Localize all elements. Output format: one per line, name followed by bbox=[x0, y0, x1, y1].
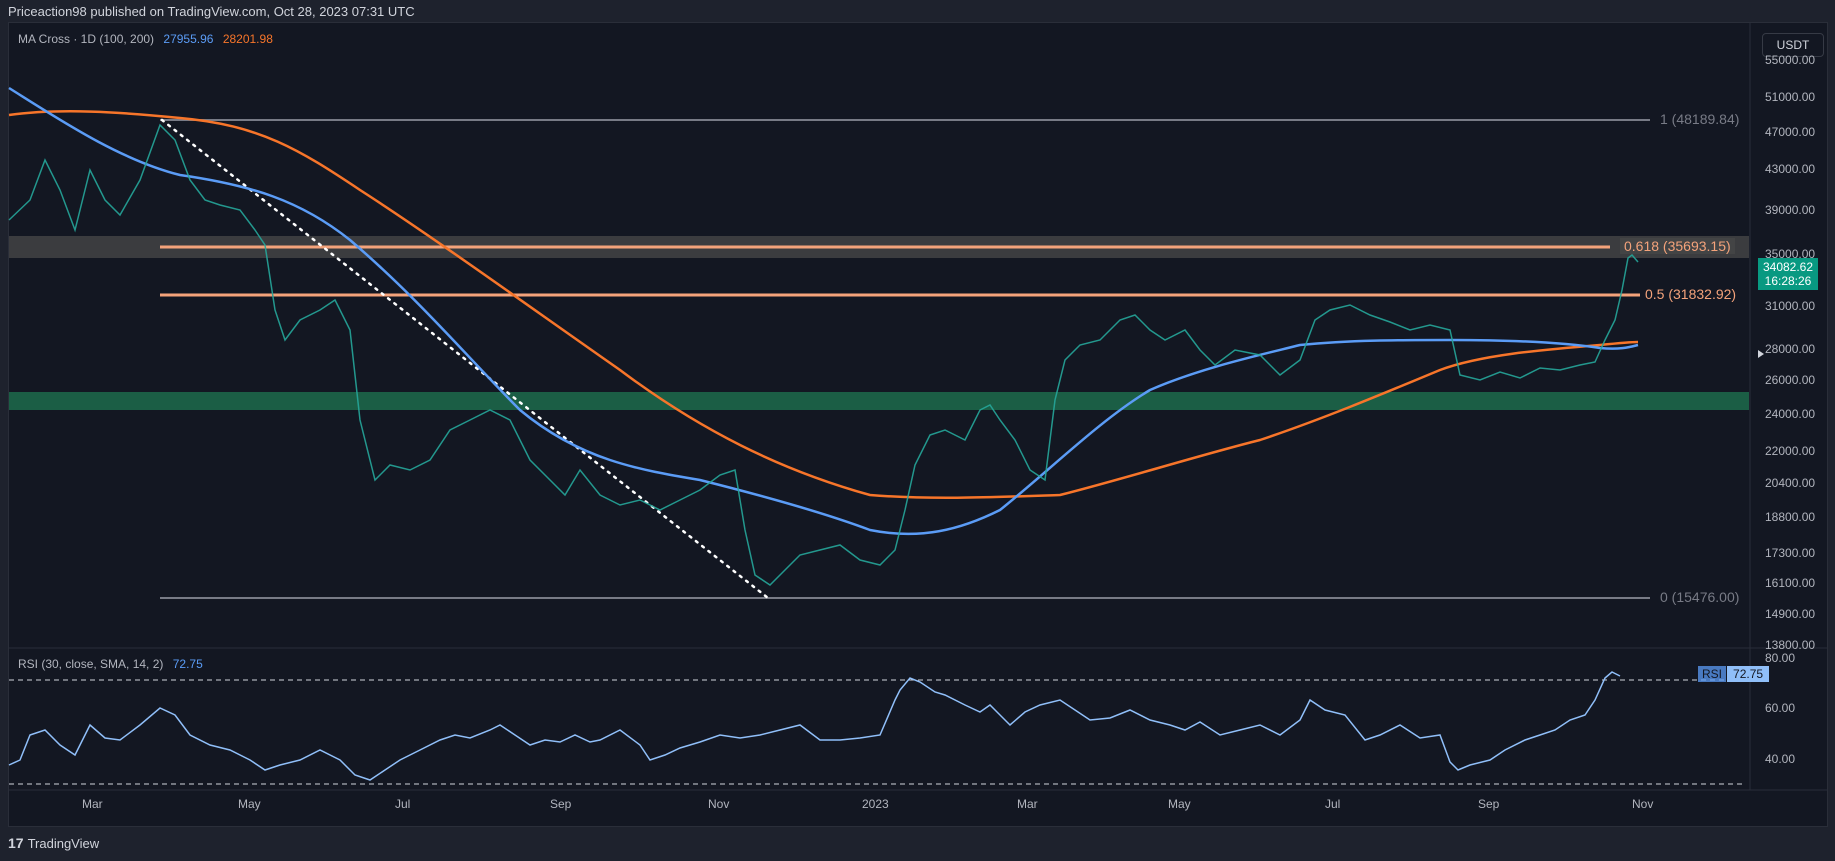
y-tick: 22000.00 bbox=[1765, 444, 1816, 458]
fib-label-05: 0.5 (31832.92) bbox=[1645, 286, 1737, 302]
trendline-dotted bbox=[160, 118, 770, 600]
time-tick: Nov bbox=[1632, 797, 1654, 811]
y-tick: 55000.00 bbox=[1765, 53, 1816, 67]
rsi-y-tick: 40.00 bbox=[1765, 752, 1796, 766]
rsi-legend-label: RSI (30, close, SMA, 14, 2) bbox=[18, 657, 164, 671]
currency-button[interactable]: USDT bbox=[1762, 33, 1824, 57]
tradingview-footer[interactable]: 17 TradingView bbox=[8, 835, 99, 851]
fib-label-1: 1 (48189.84) bbox=[1660, 111, 1740, 127]
ma-legend[interactable]: MA Cross · 1D (100, 200) 27955.96 28201.… bbox=[18, 32, 273, 46]
ma100-value: 27955.96 bbox=[163, 32, 214, 46]
time-tick: 2023 bbox=[862, 797, 889, 811]
rsi-y-tick: 80.00 bbox=[1765, 651, 1796, 665]
y-tick: 26000.00 bbox=[1765, 373, 1816, 387]
last-price-tag: 34082.62 16:28:26 bbox=[1758, 258, 1818, 290]
y-tick: 24000.00 bbox=[1765, 407, 1816, 421]
ma200-value: 28201.98 bbox=[222, 32, 273, 46]
time-tick: Mar bbox=[1017, 797, 1038, 811]
ma100-line bbox=[8, 86, 1639, 536]
time-tick: Mar bbox=[82, 797, 103, 811]
y-tick: 18800.00 bbox=[1765, 510, 1816, 524]
time-tick: Sep bbox=[550, 797, 572, 811]
y-tick: 35000.00 bbox=[1765, 247, 1816, 261]
rsi-legend[interactable]: RSI (30, close, SMA, 14, 2) 72.75 bbox=[18, 657, 203, 671]
rsi-tag-value: 72.75 bbox=[1727, 666, 1770, 682]
rsi-tag-label: RSI bbox=[1698, 666, 1727, 682]
tradingview-logo-icon: 17 bbox=[8, 835, 24, 851]
rsi-line bbox=[8, 671, 1621, 781]
y-tick: 17300.00 bbox=[1765, 546, 1816, 560]
fib-label-0618: 0.618 (35693.15) bbox=[1620, 238, 1735, 254]
tradingview-brand: TradingView bbox=[27, 835, 100, 851]
y-tick: 47000.00 bbox=[1765, 125, 1816, 139]
y-tick: 13800.00 bbox=[1765, 638, 1816, 652]
time-tick: Jul bbox=[395, 797, 411, 811]
fib-label-0: 0 (15476.00) bbox=[1660, 589, 1740, 605]
y-tick: 16100.00 bbox=[1765, 576, 1816, 590]
rsi-legend-value: 72.75 bbox=[172, 657, 203, 671]
ma-legend-label: MA Cross · 1D (100, 200) bbox=[18, 32, 155, 46]
y-tick: 20400.00 bbox=[1765, 476, 1816, 490]
ma200-line bbox=[8, 110, 1639, 499]
price-marker-icon bbox=[1758, 350, 1764, 358]
rsi-y-tick: 60.00 bbox=[1765, 701, 1796, 715]
time-tick: Sep bbox=[1478, 797, 1500, 811]
time-tick: May bbox=[1168, 797, 1191, 811]
y-tick: 28000.00 bbox=[1765, 342, 1816, 356]
time-tick: May bbox=[238, 797, 261, 811]
publish-header: Priceaction98 published on TradingView.c… bbox=[8, 4, 415, 19]
chart-area[interactable] bbox=[8, 22, 1828, 827]
y-tick: 31000.00 bbox=[1765, 299, 1816, 313]
rsi-value-tag: RSI 72.75 bbox=[1698, 666, 1770, 682]
bar-countdown: 16:28:26 bbox=[1764, 274, 1812, 288]
y-tick: 43000.00 bbox=[1765, 162, 1816, 176]
y-tick: 51000.00 bbox=[1765, 90, 1816, 104]
time-tick: Nov bbox=[708, 797, 730, 811]
y-tick: 14900.00 bbox=[1765, 607, 1816, 621]
last-price: 34082.62 bbox=[1762, 260, 1814, 274]
support-zone bbox=[9, 392, 1749, 410]
y-tick: 39000.00 bbox=[1765, 203, 1816, 217]
price-series bbox=[8, 123, 1639, 586]
time-tick: Jul bbox=[1325, 797, 1341, 811]
